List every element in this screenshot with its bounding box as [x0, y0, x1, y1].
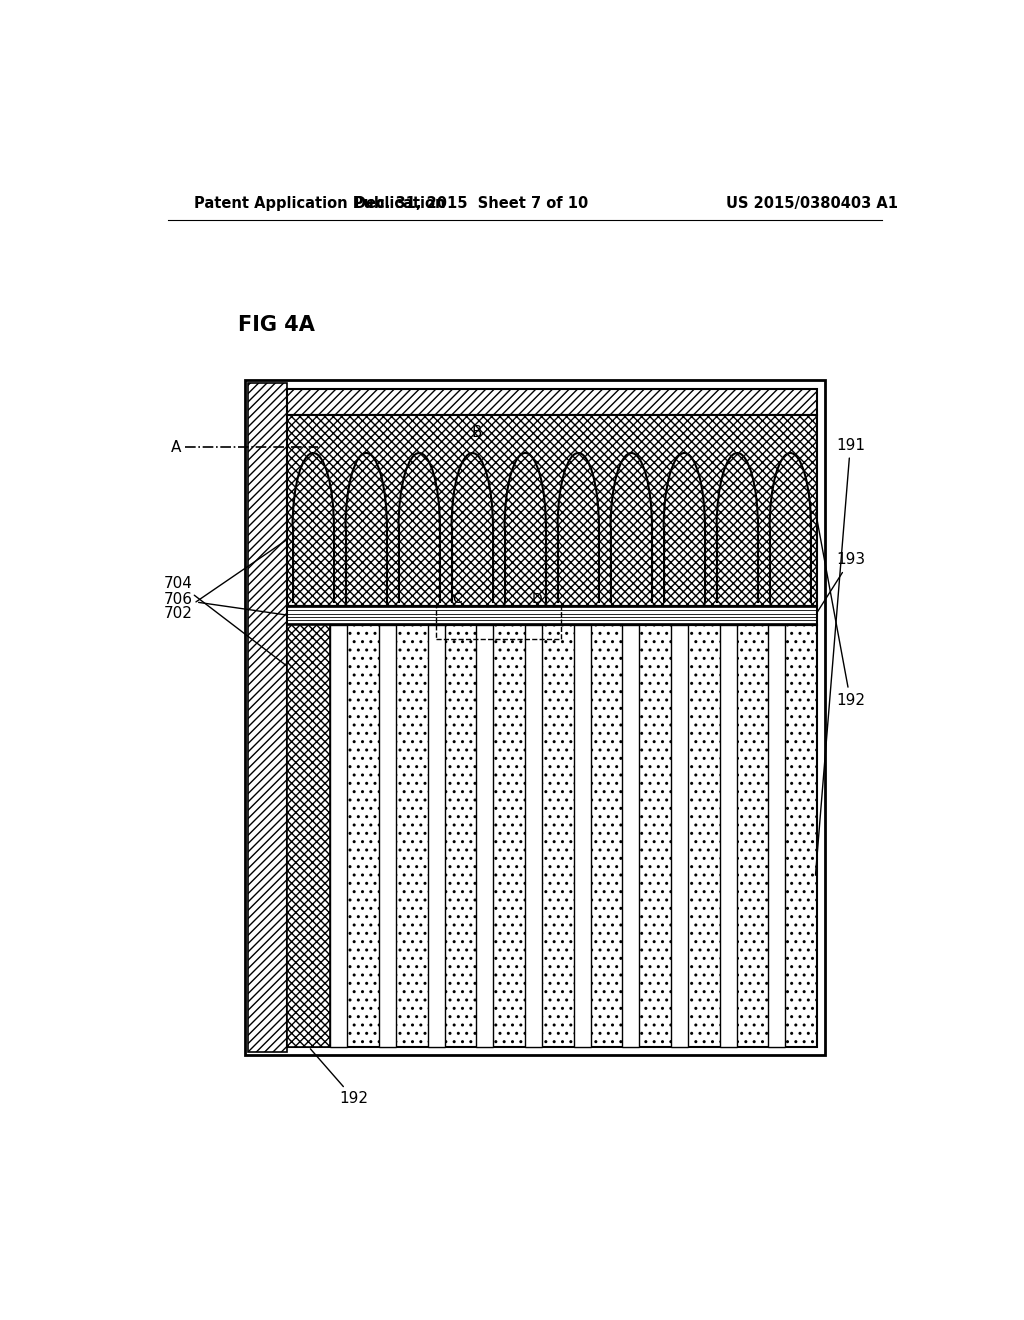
- Bar: [671, 624, 688, 1047]
- Bar: [428, 624, 444, 1047]
- Text: 191: 191: [815, 437, 865, 875]
- Text: C: C: [453, 591, 462, 606]
- Text: Patent Application Publication: Patent Application Publication: [194, 195, 445, 211]
- Bar: [246, 380, 824, 1055]
- Bar: [248, 383, 287, 1052]
- Text: US 2015/0380403 A1: US 2015/0380403 A1: [726, 195, 898, 211]
- Text: 192: 192: [310, 1049, 369, 1106]
- Text: 193: 193: [817, 552, 865, 612]
- Bar: [768, 624, 785, 1047]
- Text: 704: 704: [164, 576, 286, 665]
- Text: Dec. 31, 2015  Sheet 7 of 10: Dec. 31, 2015 Sheet 7 of 10: [353, 195, 588, 211]
- Text: FIG 4A: FIG 4A: [238, 315, 314, 335]
- Text: D: D: [531, 591, 542, 606]
- Bar: [720, 624, 736, 1047]
- Bar: [476, 624, 494, 1047]
- Bar: [436, 606, 560, 639]
- Text: B: B: [472, 425, 482, 441]
- Text: 702: 702: [164, 540, 286, 622]
- Bar: [287, 624, 331, 1047]
- Bar: [331, 624, 347, 1047]
- Bar: [379, 624, 396, 1047]
- Text: A: A: [171, 440, 181, 454]
- Text: 192: 192: [816, 512, 865, 708]
- Bar: [287, 414, 817, 606]
- Bar: [287, 389, 817, 414]
- Bar: [287, 624, 817, 1047]
- Bar: [623, 624, 639, 1047]
- Text: 706: 706: [164, 591, 286, 615]
- Bar: [287, 606, 817, 624]
- Bar: [525, 624, 542, 1047]
- Bar: [573, 624, 591, 1047]
